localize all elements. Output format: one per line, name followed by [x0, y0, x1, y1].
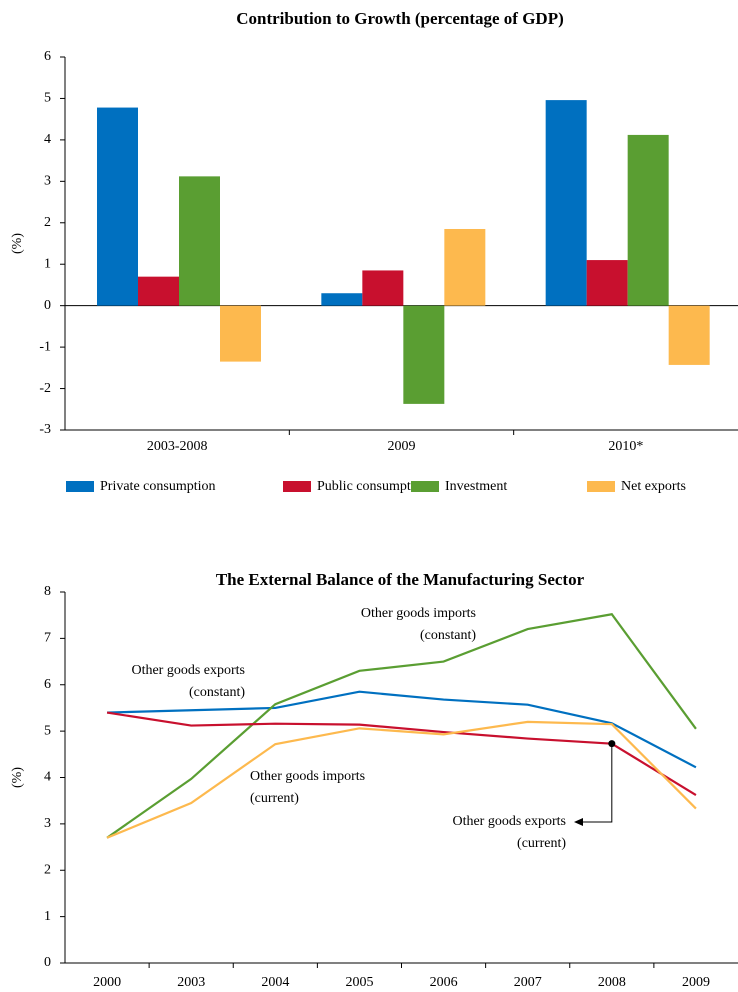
y-tick-label: 2 [44, 215, 51, 230]
y-tick-label: 2 [44, 862, 51, 877]
line-annotation: Other goods exports [452, 814, 566, 829]
y-tick-label: 5 [44, 91, 51, 106]
bar [627, 134, 669, 306]
y-tick-label: 5 [44, 723, 51, 738]
bar [362, 270, 404, 306]
bar [444, 228, 486, 306]
x-tick-label: 2007 [514, 975, 542, 990]
y-axis-label: (%) [10, 767, 25, 788]
line [106, 711, 697, 797]
bar [586, 260, 628, 306]
x-tick-label: 2008 [598, 975, 626, 990]
y-tick-label: 4 [44, 132, 51, 147]
x-tick-label: 2009 [388, 439, 416, 454]
legend-label: Private consumption [100, 479, 216, 494]
line-annotation: Other goods imports [250, 769, 365, 784]
y-tick-label: 4 [44, 770, 51, 785]
legend-swatch [587, 481, 615, 492]
legend-swatch [283, 481, 311, 492]
y-tick-label: -3 [39, 422, 51, 437]
annotation-arrowhead [574, 818, 583, 826]
bar [179, 176, 220, 306]
bar [545, 100, 587, 306]
line-annotation: (constant) [420, 628, 476, 643]
line-annotation: Other goods imports [361, 606, 476, 621]
bar [321, 293, 363, 306]
bar [403, 305, 445, 404]
line [106, 613, 697, 839]
y-tick-label: 1 [44, 256, 51, 271]
legend-label: Investment [445, 479, 507, 494]
y-tick-label: 6 [44, 677, 51, 692]
line-annotation: (current) [517, 836, 566, 851]
y-tick-label: 3 [44, 816, 51, 831]
bar [97, 107, 138, 306]
line-annotation: Other goods exports [131, 663, 245, 678]
x-tick-label: 2006 [430, 975, 458, 990]
x-tick-label: 2010* [608, 439, 643, 454]
y-tick-label: 6 [44, 49, 51, 64]
y-tick-label: 0 [44, 955, 51, 970]
annotation-arrow [582, 743, 613, 823]
y-tick-label: 3 [44, 174, 51, 189]
bar [220, 305, 261, 362]
y-tick-label: 0 [44, 298, 51, 313]
x-tick-label: 2003 [177, 975, 205, 990]
chart-title: The External Balance of the Manufacturin… [216, 570, 585, 589]
x-tick-label: 2000 [93, 975, 121, 990]
line [107, 690, 697, 769]
x-tick-label: 2005 [345, 975, 373, 990]
bar [138, 276, 179, 306]
chart-title: Contribution to Growth (percentage of GD… [236, 9, 564, 28]
x-tick-label: 2009 [682, 975, 710, 990]
y-tick-label: 1 [44, 909, 51, 924]
legend-label: Public consumption [317, 479, 429, 494]
line-annotation: (current) [250, 791, 299, 806]
y-tick-label: 8 [44, 584, 51, 599]
bar [668, 305, 710, 365]
y-tick-label: 7 [44, 631, 51, 646]
y-tick-label: -2 [39, 381, 51, 396]
legend-swatch [66, 481, 94, 492]
x-tick-label: 2003-2008 [147, 439, 208, 454]
line [106, 720, 697, 839]
legend-swatch [411, 481, 439, 492]
x-tick-label: 2004 [261, 975, 289, 990]
y-axis-label: (%) [10, 233, 25, 254]
line-annotation: (constant) [189, 685, 245, 700]
y-tick-label: -1 [39, 339, 51, 354]
legend-label: Net exports [621, 479, 686, 494]
